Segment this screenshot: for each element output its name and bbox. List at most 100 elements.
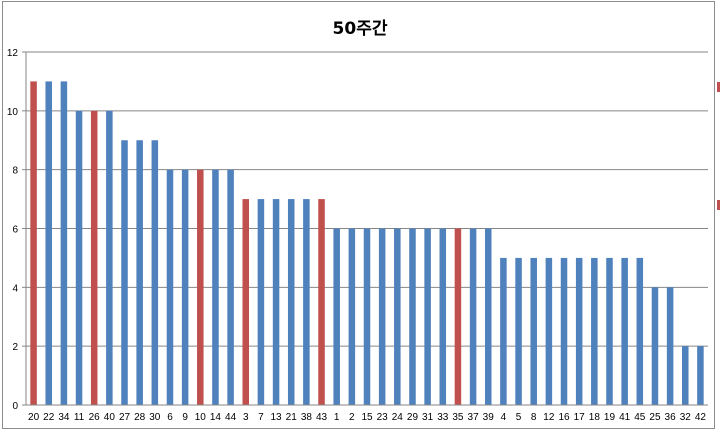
y-axis: 0 2 4 6 8 10 12 xyxy=(7,48,27,412)
x-tick-label: 14 xyxy=(210,412,222,423)
bar-26 xyxy=(90,110,98,405)
bar-3 xyxy=(242,199,250,405)
x-tick-label: 16 xyxy=(558,412,570,423)
x-tick-label: 27 xyxy=(119,412,131,423)
bar-28 xyxy=(136,140,143,405)
x-tick-label: 9 xyxy=(182,412,188,423)
x-tick-label: 33 xyxy=(437,412,449,423)
x-tick-label: 22 xyxy=(43,412,55,423)
bar-35 xyxy=(454,228,462,405)
bar-43 xyxy=(318,199,325,405)
bar-33 xyxy=(439,228,447,405)
x-axis: 20 22 34 11 26 40 27 28 30 6 9 10 14 44 3 7 13 21 38 43 1 2 15… xyxy=(26,404,708,423)
x-tick-label: 40 xyxy=(104,412,116,423)
y-tick-label: 6 xyxy=(12,225,18,236)
bar-2 xyxy=(348,228,356,405)
y-tick-label: 8 xyxy=(12,166,18,177)
bar-27 xyxy=(121,140,128,405)
bar-19 xyxy=(606,257,613,405)
x-tick-label: 17 xyxy=(574,412,586,423)
x-tick-label: 30 xyxy=(149,412,161,423)
bar-11 xyxy=(75,110,83,405)
x-tick-label: 35 xyxy=(452,412,464,423)
edge-marker xyxy=(717,82,720,92)
y-tick-label: 10 xyxy=(7,107,19,118)
x-tick-label: 39 xyxy=(483,412,495,423)
bar-6 xyxy=(166,169,174,405)
x-tick-label: 36 xyxy=(665,412,677,423)
x-tick-label: 42 xyxy=(695,412,707,423)
bar-17 xyxy=(575,257,583,405)
x-tick-label: 5 xyxy=(516,412,522,423)
bars xyxy=(30,81,704,406)
bar-10 xyxy=(197,169,204,405)
x-tick-label: 20 xyxy=(28,412,40,423)
x-tick-label: 28 xyxy=(134,412,146,423)
bar-31 xyxy=(424,228,431,405)
bar-36 xyxy=(666,287,674,405)
x-tick-label: 11 xyxy=(74,412,85,423)
bar-5 xyxy=(515,257,522,405)
x-tick-label: 31 xyxy=(422,412,434,423)
bar-40 xyxy=(106,110,113,405)
bar-20 xyxy=(30,81,37,406)
x-tick-label: 41 xyxy=(619,412,631,423)
x-tick-label: 38 xyxy=(301,412,313,423)
x-tick-label: 18 xyxy=(589,412,601,423)
bar-4 xyxy=(500,257,507,405)
bar-8 xyxy=(530,257,537,405)
x-tick-label: 12 xyxy=(543,412,555,423)
bar-38 xyxy=(303,199,310,405)
x-tick-label: 23 xyxy=(377,412,389,423)
y-tick-label: 2 xyxy=(12,342,18,353)
x-tick-label: 7 xyxy=(258,412,264,423)
bar-23 xyxy=(378,228,386,405)
bar-37 xyxy=(469,228,477,405)
x-tick-label: 44 xyxy=(225,412,237,423)
bar-22 xyxy=(45,81,52,406)
bar-29 xyxy=(409,228,416,405)
bar-14 xyxy=(212,169,219,405)
bar-24 xyxy=(394,228,401,405)
x-tick-label: 29 xyxy=(407,412,419,423)
bar-15 xyxy=(363,228,371,405)
x-tick-label: 25 xyxy=(649,412,661,423)
x-tick-label: 43 xyxy=(316,412,328,423)
x-tick-label: 26 xyxy=(89,412,101,423)
x-tick-label: 3 xyxy=(243,412,249,423)
x-tick-label: 45 xyxy=(634,412,646,423)
y-tick-label: 12 xyxy=(7,48,19,59)
x-tick-label: 8 xyxy=(531,412,537,423)
bar-44 xyxy=(227,169,234,405)
bar-39 xyxy=(484,228,492,405)
bar-32 xyxy=(682,346,689,405)
bar-18 xyxy=(591,257,598,405)
x-tick-label: 2 xyxy=(349,412,355,423)
y-tick-label: 0 xyxy=(12,401,18,412)
bar-30 xyxy=(151,140,159,405)
x-tick-label: 19 xyxy=(604,412,616,423)
x-tick-label: 10 xyxy=(195,412,207,423)
edge-marker xyxy=(717,200,720,210)
bar-45 xyxy=(636,257,644,405)
bar-7 xyxy=(257,199,265,405)
x-tick-label: 32 xyxy=(680,412,692,423)
x-tick-label: 24 xyxy=(392,412,404,423)
bar-16 xyxy=(560,257,568,405)
x-tick-label: 1 xyxy=(334,412,340,423)
x-tick-label: 34 xyxy=(58,412,70,423)
bar-1 xyxy=(333,228,340,405)
chart-title: 50주간 xyxy=(333,19,388,39)
bar-25 xyxy=(651,287,659,405)
x-tick-label: 6 xyxy=(167,412,173,423)
x-tick-label: 15 xyxy=(361,412,373,423)
x-tick-label: 4 xyxy=(501,412,507,423)
x-tick-label: 21 xyxy=(286,412,298,423)
x-tick-label: 37 xyxy=(468,412,480,423)
bar-21 xyxy=(287,199,295,405)
bar-41 xyxy=(621,257,628,405)
bar-9 xyxy=(181,169,189,405)
x-tick-label: 13 xyxy=(271,412,283,423)
bar-13 xyxy=(272,199,280,405)
